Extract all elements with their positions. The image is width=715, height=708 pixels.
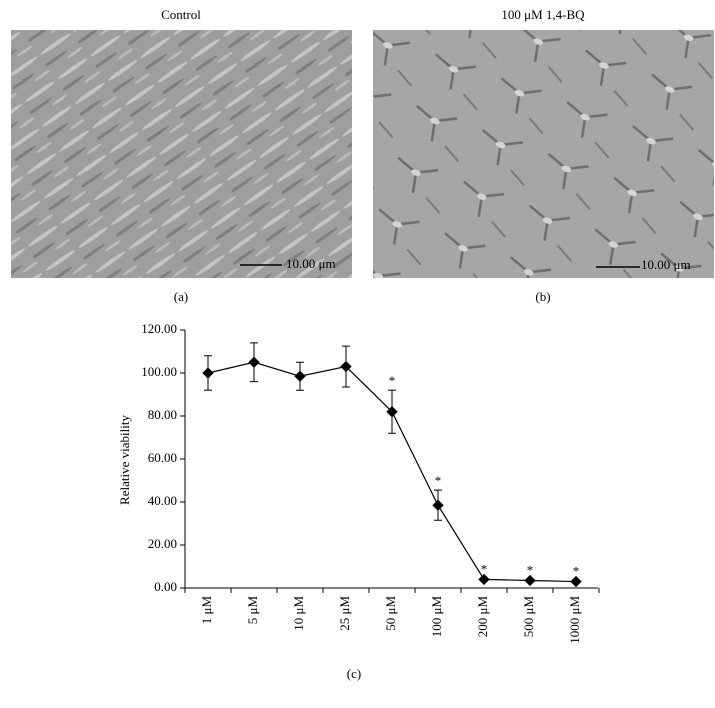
panel-b: 100 μM 1,4-BQ 10.00 μm (b) [373,7,714,304]
data-point [524,574,536,587]
data-point [340,360,352,373]
significance-mark: * [481,561,488,576]
panel-label: (b) [535,289,550,304]
scale-label: 10.00 μm [641,257,691,272]
y-axis-label: Relative viability [117,415,132,505]
x-tick-label: 1 μM [199,596,214,625]
y-tick-label: 20.00 [148,536,177,551]
data-point [478,573,490,586]
x-tick-label: 10 μM [291,596,306,631]
x-tick-label: 25 μM [337,596,352,631]
x-tick-label: 5 μM [245,596,260,625]
micrograph [11,30,352,278]
y-tick-label: 80.00 [148,407,177,422]
panel-title: 100 μM 1,4-BQ [501,7,585,22]
data-point [248,356,260,368]
x-tick-label: 100 μM [429,596,444,638]
significance-mark: * [527,562,534,577]
x-tick-label: 200 μM [475,596,490,638]
data-point [202,367,214,379]
significance-mark: * [435,473,442,488]
significance-mark: * [389,373,396,388]
scale-label: 10.00 μm [286,256,336,271]
data-point [432,499,444,511]
y-tick-label: 60.00 [148,450,177,465]
panel-a: Control 10.00 μm (a) [11,7,352,304]
data-point [386,406,398,418]
data-point [570,575,582,588]
data-point [294,370,306,382]
x-tick-label: 1000 μM [567,596,582,644]
x-tick-label: 500 μM [521,596,536,638]
significance-mark: * [573,563,580,578]
micrograph [373,30,714,278]
y-tick-label: 40.00 [148,493,177,508]
panel-title: Control [161,7,201,22]
y-tick-label: 0.00 [154,579,177,594]
panel-label: (a) [174,289,188,304]
x-tick-label: 50 μM [383,596,398,631]
y-tick-label: 100.00 [141,364,177,379]
panel-label: (c) [347,666,361,681]
y-tick-label: 120.00 [141,321,177,336]
